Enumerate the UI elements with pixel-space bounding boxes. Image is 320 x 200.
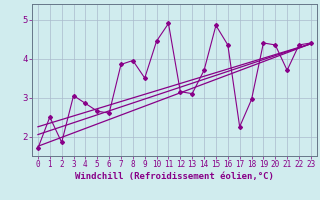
X-axis label: Windchill (Refroidissement éolien,°C): Windchill (Refroidissement éolien,°C) <box>75 172 274 181</box>
